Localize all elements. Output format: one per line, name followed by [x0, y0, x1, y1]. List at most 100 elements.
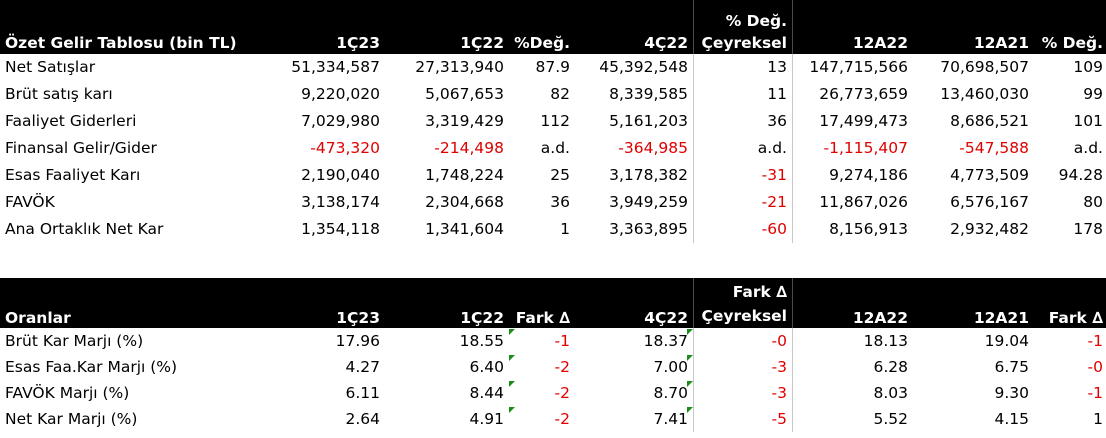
column-divider [792, 216, 793, 243]
row-label: Ana Ortaklık Net Kar [5, 220, 164, 238]
row-value: 4,773,509 [950, 166, 1029, 184]
col-header-4q22: 4Ç22 [644, 34, 688, 52]
ratio-col-header-1q23: 1Ç23 [336, 309, 380, 327]
column-divider [693, 380, 694, 406]
row-value: 18.37 [643, 332, 688, 350]
row-label: Finansal Gelir/Gider [5, 139, 157, 157]
ratio-col-header-diff-top: Fark ∆ [732, 283, 787, 301]
row-value: 1,341,604 [425, 220, 504, 238]
row-value: -547,588 [959, 139, 1029, 157]
row-label: Net Satışlar [5, 58, 96, 76]
row-value: 4.91 [469, 410, 504, 428]
row-value: 80 [1083, 193, 1103, 211]
row-value: -2 [554, 358, 570, 376]
income-header-row: Özet Gelir Tablosu (bin TL) 1Ç23 1Ç22 %D… [0, 0, 1106, 54]
row-value: 13 [767, 58, 787, 76]
row-value: -214,498 [434, 139, 504, 157]
row-value: 11,867,026 [819, 193, 908, 211]
row-label: Esas Faaliyet Karı [5, 166, 141, 184]
income-statement-table: Özet Gelir Tablosu (bin TL) 1Ç23 1Ç22 %D… [0, 0, 1106, 243]
row-value: 1 [560, 220, 570, 238]
row-value: -60 [761, 220, 787, 238]
ratios-header-row: Oranlar 1Ç23 1Ç22 Fark ∆ 4Ç22 Fark ∆ Çey… [0, 278, 1106, 328]
row-label: FAVÖK [5, 193, 55, 211]
ratio-col-header-4q22: 4Ç22 [644, 309, 688, 327]
row-value: 2,190,040 [301, 166, 380, 184]
column-divider [693, 189, 694, 216]
income-table-title: Özet Gelir Tablosu (bin TL) [5, 34, 237, 52]
comment-marker-icon [509, 381, 515, 387]
row-value: 2.64 [345, 410, 380, 428]
ratios-table-body: Brüt Kar Marjı (%) 17.96 18.55 -1 18.37 -0 1 8.… [0, 328, 1106, 432]
row-value: 18.55 [459, 332, 504, 350]
row-value: 36 [550, 193, 570, 211]
row-value: 36 [767, 112, 787, 130]
column-divider [693, 162, 694, 189]
row-value: -473,320 [310, 139, 380, 157]
row-value: -21 [761, 193, 787, 211]
row-value: 8,156,913 [829, 220, 908, 238]
row-value: 4.15 [994, 410, 1029, 428]
row-value: 17.96 [335, 332, 380, 350]
comment-marker-icon [509, 407, 515, 413]
row-label: Faaliyet Giderleri [5, 112, 137, 130]
column-divider [792, 108, 793, 135]
row-value: 17,499,473 [819, 112, 908, 130]
row-value: 3,178,382 [609, 166, 688, 184]
table-row: Esas Faa.Kar Marjı (%) 4.27 6.40 -2 7.00 -3 6.… [0, 354, 1106, 380]
row-value: 3,363,895 [609, 220, 688, 238]
row-value: 13,460,030 [940, 85, 1029, 103]
table-row: Finansal Gelir/Gider -473,320 -214,498 a.d.… [0, 135, 1106, 162]
row-value: 109 [1073, 58, 1103, 76]
row-value: 7.41 [653, 410, 688, 428]
row-value: 101 [1073, 112, 1103, 130]
ratio-col-header-12a21: 12A21 [973, 309, 1029, 327]
col-header-quarterly: Çeyreksel [701, 34, 787, 52]
row-value: 51,334,587 [291, 58, 380, 76]
row-value: a.d. [1073, 139, 1103, 157]
col-header-12a22: 12A22 [852, 34, 908, 52]
comment-marker-icon [509, 329, 515, 335]
table-row: Net Kar Marjı (%) 2.64 4.91 -2 7.41 -5 5.52 4.1… [0, 406, 1106, 432]
row-value: 9.30 [994, 384, 1029, 402]
row-value: -1 [1087, 384, 1103, 402]
row-value: 19.04 [984, 332, 1029, 350]
row-value: 7,029,980 [301, 112, 380, 130]
row-value: -5 [771, 410, 787, 428]
row-value: 8.44 [469, 384, 504, 402]
col-header-1q23: 1Ç23 [336, 34, 380, 52]
row-value: 5,161,203 [609, 112, 688, 130]
row-label: Brüt Kar Marjı (%) [5, 332, 144, 350]
row-value: -1,115,407 [823, 139, 908, 157]
income-table-body: Net Satışlar 51,334,587 27,313,940 87.9 45,3… [0, 54, 1106, 243]
row-value: 70,698,507 [940, 58, 1029, 76]
table-row: Faaliyet Giderleri 7,029,980 3,319,429 112 5… [0, 108, 1106, 135]
row-value: 82 [550, 85, 570, 103]
ratio-col-header-diff: Fark ∆ [515, 309, 570, 327]
row-value: 7.00 [653, 358, 688, 376]
table-row: Net Satışlar 51,334,587 27,313,940 87.9 45,3… [0, 54, 1106, 81]
row-value: 1 [1093, 410, 1103, 428]
column-divider [792, 135, 793, 162]
row-value: 6.11 [345, 384, 380, 402]
row-value: 9,274,186 [829, 166, 908, 184]
row-value: 25 [550, 166, 570, 184]
row-label: FAVÖK Marjı (%) [5, 384, 130, 402]
ratios-table: Oranlar 1Ç23 1Ç22 Fark ∆ 4Ç22 Fark ∆ Çey… [0, 278, 1106, 432]
col-header-12a21: 12A21 [973, 34, 1029, 52]
column-divider [792, 189, 793, 216]
row-value: 6.75 [994, 358, 1029, 376]
column-divider [792, 54, 793, 81]
comment-marker-icon [687, 355, 693, 361]
comment-marker-icon [687, 329, 693, 335]
row-value: 112 [540, 112, 570, 130]
row-value: -1 [1087, 332, 1103, 350]
row-value: -3 [771, 358, 787, 376]
row-value: 3,138,174 [301, 193, 380, 211]
row-value: 8,339,585 [609, 85, 688, 103]
column-divider [693, 328, 694, 354]
ratio-col-header-12a22: 12A22 [852, 309, 908, 327]
row-value: 178 [1073, 220, 1103, 238]
row-value: -0 [771, 332, 787, 350]
comment-marker-icon [687, 381, 693, 387]
